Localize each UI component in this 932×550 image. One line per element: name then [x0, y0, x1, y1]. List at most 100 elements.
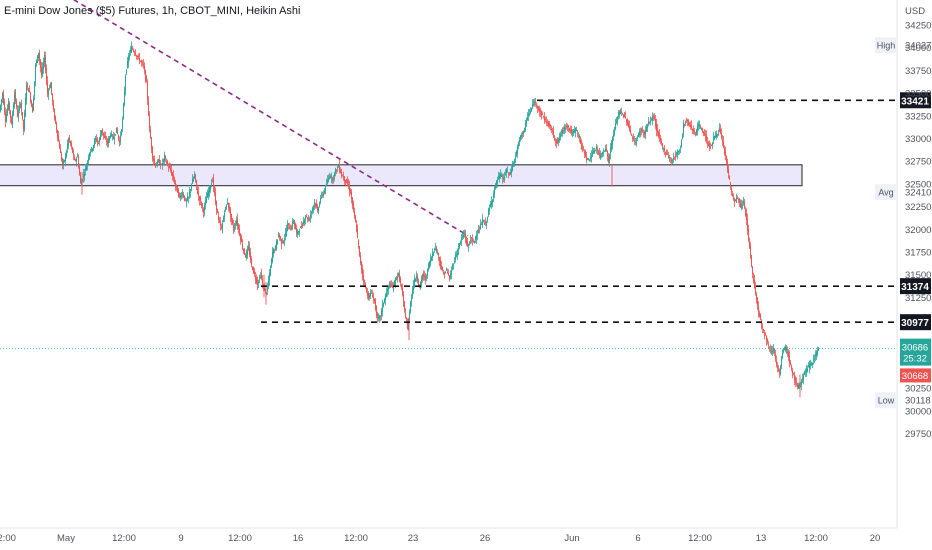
candle-body	[270, 266, 271, 276]
candle-body	[565, 127, 566, 129]
candle-body	[628, 122, 629, 127]
candle-body	[680, 148, 681, 150]
x-tick-label: 23	[408, 533, 419, 544]
candle-body	[115, 134, 116, 136]
candle-body	[415, 278, 416, 282]
candle-body	[304, 220, 305, 224]
candle-body	[13, 104, 14, 116]
x-tick-label: 12:00	[228, 533, 252, 544]
candle-body	[791, 366, 792, 369]
candle-body	[473, 241, 474, 243]
candle-body	[799, 383, 800, 388]
candle-body	[87, 161, 88, 166]
candle-body	[461, 238, 462, 241]
candle-body	[299, 231, 300, 233]
candle-body	[676, 152, 677, 155]
candle-body	[113, 136, 114, 139]
candle-body	[81, 180, 82, 186]
candle-body	[590, 157, 591, 159]
candle-body	[811, 362, 812, 366]
candle-body	[104, 135, 105, 138]
candle-body	[407, 322, 408, 329]
candle-body	[396, 278, 397, 280]
candle-body	[102, 128, 103, 134]
candle-body	[0, 104, 1, 112]
x-tick-label: 12:00	[112, 533, 136, 544]
candle-body	[449, 275, 450, 281]
candle-body	[39, 52, 40, 61]
candle-body	[576, 129, 577, 131]
candle-body	[153, 158, 154, 161]
candle-body	[447, 271, 448, 273]
candle-body	[682, 133, 683, 139]
candle-body	[235, 224, 236, 226]
candle-body	[556, 139, 557, 143]
candle-body	[467, 241, 468, 247]
candle-body	[787, 351, 788, 353]
candle-body	[214, 186, 215, 194]
candle-body	[806, 368, 807, 372]
candle-body	[651, 118, 652, 120]
candle-body	[332, 177, 333, 182]
candle-body	[429, 262, 430, 268]
candle-body	[468, 244, 469, 248]
candle-body	[480, 224, 481, 230]
candle-body	[51, 82, 52, 94]
candle-body	[616, 121, 617, 124]
candle-body	[138, 55, 139, 57]
candle-body	[390, 284, 391, 287]
candle-body	[622, 113, 623, 115]
candle-body	[735, 199, 736, 202]
candle-body	[464, 233, 465, 235]
candle-body	[209, 186, 210, 193]
candle-body	[42, 67, 43, 76]
candle-body	[321, 194, 322, 196]
candle-body	[93, 145, 94, 149]
candle-body	[200, 197, 201, 201]
candle-body	[56, 123, 57, 131]
level-label: 30977	[901, 318, 929, 329]
candle-body	[493, 194, 494, 198]
candle-body	[308, 218, 309, 221]
candle-body	[538, 107, 539, 110]
candle-body	[530, 111, 531, 113]
candle-body	[470, 240, 471, 242]
candle-body	[431, 256, 432, 261]
candle-body	[703, 131, 704, 134]
y-tick-label: 31500	[905, 270, 931, 281]
candle-body	[593, 150, 594, 153]
candle-body	[652, 115, 653, 121]
candle-body	[766, 336, 767, 341]
candle-body	[49, 88, 50, 90]
candle-body	[31, 100, 32, 106]
candle-body	[742, 203, 743, 205]
candle-body	[184, 195, 185, 201]
candle-body	[268, 280, 269, 287]
candle-body	[353, 203, 354, 210]
candle-body	[147, 82, 148, 100]
candle-body	[174, 178, 175, 184]
candle-body	[672, 160, 673, 162]
candle-body	[818, 348, 819, 351]
candle-body	[777, 364, 778, 368]
candle-body	[140, 60, 141, 62]
candle-body	[206, 197, 207, 204]
candle-body	[375, 300, 376, 310]
candle-body	[687, 120, 688, 122]
candle-body	[536, 104, 537, 106]
open-price-value: 30668	[902, 371, 928, 382]
candle-body	[442, 266, 443, 271]
open-price-tag	[900, 368, 931, 383]
candle-body	[463, 235, 464, 238]
low-tag-bg	[875, 392, 897, 409]
candle-body	[572, 132, 573, 134]
candle-body	[252, 267, 253, 271]
candle-body	[127, 61, 128, 68]
candle-body	[524, 128, 525, 132]
candle-body	[715, 135, 716, 138]
candle-body	[24, 112, 25, 130]
level-label-bg	[900, 92, 931, 109]
candle-body	[747, 218, 748, 231]
candle-body	[250, 251, 251, 261]
